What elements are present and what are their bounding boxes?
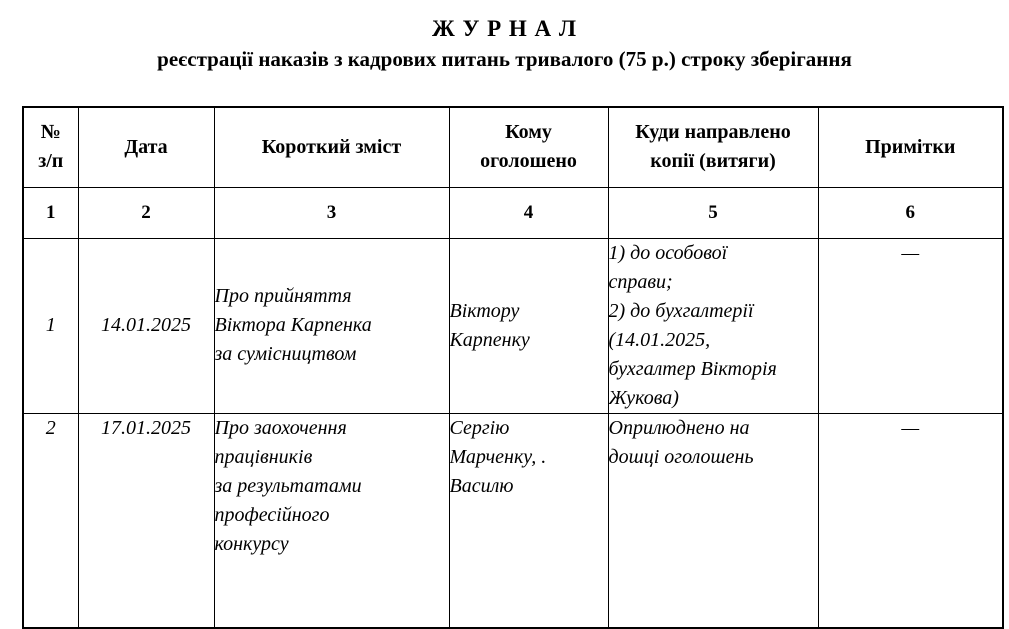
row2-number-cell: 2 [22, 412, 79, 629]
column-number-2: 2 [77, 186, 215, 239]
document-title: Ж У Р Н А Л [431, 16, 578, 41]
table-row: 1 14.01.2025 Про прийняття Віктора Карпе… [22, 237, 1004, 414]
row1-date-cell: 14.01.2025 [77, 237, 215, 414]
row1-number-cell: 1 [22, 237, 79, 414]
table-header-row: № з/п Дата Короткий зміст Кому оголошено… [22, 106, 1004, 188]
col-header-date: Дата [77, 106, 215, 188]
row1-summary-cell: Про прийняття Віктора Карпенка за сумісн… [213, 237, 450, 414]
col-header-summary: Короткий зміст [213, 106, 450, 188]
row2-date-cell: 17.01.2025 [77, 412, 215, 629]
col-header-copies-sent: Куди направлено копії (витяги) [607, 106, 819, 188]
orders-journal-table: № з/п Дата Короткий зміст Кому оголошено… [22, 106, 1004, 629]
row1-announced-to-cell: Віктору Карпенку [448, 237, 609, 414]
col-header-notes: Примітки [817, 106, 1004, 188]
column-number-6: 6 [817, 186, 1004, 239]
row2-announced-to-cell: Сергію Марченку, . Василю [448, 412, 609, 629]
column-number-5: 5 [607, 186, 819, 239]
col-header-announced-to: Кому оголошено [448, 106, 609, 188]
document-subtitle: реєстрації наказів з кадрових питань три… [157, 47, 852, 71]
row2-notes-cell: — [817, 412, 1004, 629]
column-numbering-row: 1 2 3 4 5 6 [22, 186, 1004, 239]
col-header-number: № з/п [22, 106, 79, 188]
row2-summary-cell: Про заохочення працівників за результата… [213, 412, 450, 629]
column-number-1: 1 [22, 186, 79, 239]
column-number-3: 3 [213, 186, 450, 239]
table-row: 2 17.01.2025 Про заохочення працівників … [22, 412, 1004, 629]
row2-copies-sent-cell: Оприлюднено на дошці оголошень [607, 412, 819, 629]
row1-notes-cell: — [817, 237, 1004, 414]
column-number-4: 4 [448, 186, 609, 239]
row1-copies-sent-cell: 1) до особової справи; 2) до бухгалтерії… [607, 237, 819, 414]
